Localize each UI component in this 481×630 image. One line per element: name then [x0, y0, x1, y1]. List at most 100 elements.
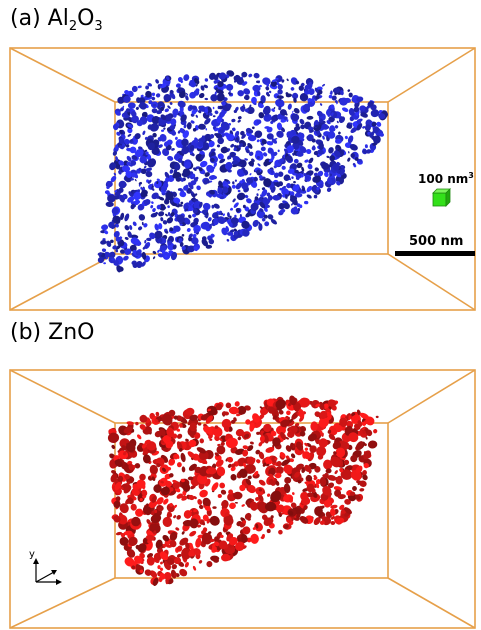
cluster-blob	[218, 72, 227, 80]
cluster-blob	[228, 92, 232, 96]
cluster-blob	[261, 187, 266, 191]
cluster-blob	[169, 169, 174, 174]
cluster-blob	[177, 158, 183, 163]
cluster-blob	[156, 204, 162, 210]
cluster-blob	[145, 90, 152, 98]
cluster-blob	[198, 450, 209, 461]
cluster-blob	[321, 83, 326, 87]
cluster-blob	[156, 178, 160, 181]
cluster-blob	[319, 520, 325, 525]
cluster-blob	[335, 477, 343, 485]
cluster-blob	[349, 143, 358, 151]
cluster-blob	[318, 401, 325, 411]
cluster-blob	[253, 176, 258, 182]
cluster-blob	[355, 441, 364, 451]
cluster-blob	[292, 184, 300, 191]
cluster-blob	[161, 467, 167, 472]
cluster-blob	[198, 105, 206, 112]
cluster-blob	[140, 186, 143, 190]
cluster-blob	[324, 472, 329, 477]
cluster-blob	[242, 449, 249, 457]
cluster-blob	[123, 95, 131, 103]
cluster-blob	[319, 410, 328, 419]
cluster-blob	[181, 246, 186, 251]
cluster-blob	[283, 116, 288, 121]
cluster-blob	[234, 179, 238, 182]
cluster-blob	[334, 125, 339, 129]
cluster-blob	[121, 445, 128, 451]
cluster-blob	[329, 155, 336, 162]
cluster-blob	[285, 189, 290, 195]
cluster-blob	[198, 123, 206, 130]
cluster-blob	[188, 236, 193, 242]
cluster-blob	[181, 234, 185, 237]
cluster-blob	[305, 175, 310, 181]
cluster-blob	[97, 252, 103, 256]
cluster-blob	[267, 214, 274, 220]
cluster-blob	[198, 560, 203, 564]
cluster-blob	[213, 203, 220, 209]
cluster-blob	[376, 121, 382, 127]
cluster-blob	[362, 126, 366, 129]
cluster-blob	[180, 201, 184, 205]
cluster-blob	[177, 204, 183, 207]
cluster-blob	[155, 79, 159, 84]
cluster-blob	[139, 424, 146, 430]
cluster-blob	[255, 523, 259, 529]
cluster-blob	[113, 230, 120, 238]
cluster-blob	[249, 104, 252, 108]
cluster-blob	[330, 520, 336, 526]
cluster-blob	[177, 100, 186, 108]
cluster-blob	[111, 470, 117, 474]
cluster-blob	[176, 428, 181, 432]
cluster-blob	[296, 151, 304, 157]
cluster-blob	[284, 476, 292, 484]
cluster-blob	[199, 201, 203, 208]
cluster-blob	[271, 138, 278, 144]
cluster-blob	[203, 84, 208, 89]
cluster-blob	[227, 456, 234, 463]
cluster-blob	[301, 496, 311, 506]
cluster-blob	[255, 497, 260, 501]
cluster-blob	[244, 108, 249, 113]
cluster-blob	[114, 195, 120, 200]
cluster-blob	[111, 207, 119, 215]
cluster-blob	[250, 533, 259, 544]
cluster-blob	[173, 225, 181, 232]
cluster-blob	[222, 186, 229, 194]
cluster-blob	[166, 217, 174, 224]
cluster-blob	[257, 91, 261, 97]
cluster-blob	[273, 164, 278, 169]
cluster-blob	[328, 433, 336, 441]
cluster-blob	[310, 421, 318, 431]
cluster-blob	[234, 501, 238, 504]
cluster-blob	[301, 166, 305, 172]
cluster-blob	[139, 155, 147, 164]
cluster-blob	[259, 208, 264, 212]
cluster-blob	[133, 555, 143, 564]
al2o3-cluster-cloud	[97, 70, 388, 273]
cluster-blob	[275, 399, 286, 410]
cluster-blob	[267, 148, 273, 154]
cluster-blob	[296, 513, 301, 519]
cluster-blob	[180, 478, 185, 483]
cluster-blob	[306, 474, 313, 482]
cluster-blob	[250, 202, 259, 211]
cluster-blob	[302, 103, 311, 111]
cluster-blob	[138, 167, 142, 171]
cluster-blob	[237, 436, 242, 441]
cluster-blob	[314, 87, 319, 93]
cluster-blob	[293, 125, 301, 132]
cluster-blob	[356, 123, 363, 131]
cluster-blob	[173, 515, 177, 519]
cluster-blob	[162, 516, 173, 527]
cluster-blob	[264, 221, 270, 227]
cluster-blob	[311, 97, 315, 104]
cluster-blob	[356, 480, 360, 483]
cluster-blob	[233, 228, 237, 232]
cluster-blob	[362, 149, 367, 154]
cluster-blob	[263, 214, 268, 219]
cluster-blob	[204, 214, 209, 218]
cluster-blob	[234, 401, 240, 407]
cluster-blob	[291, 203, 293, 206]
